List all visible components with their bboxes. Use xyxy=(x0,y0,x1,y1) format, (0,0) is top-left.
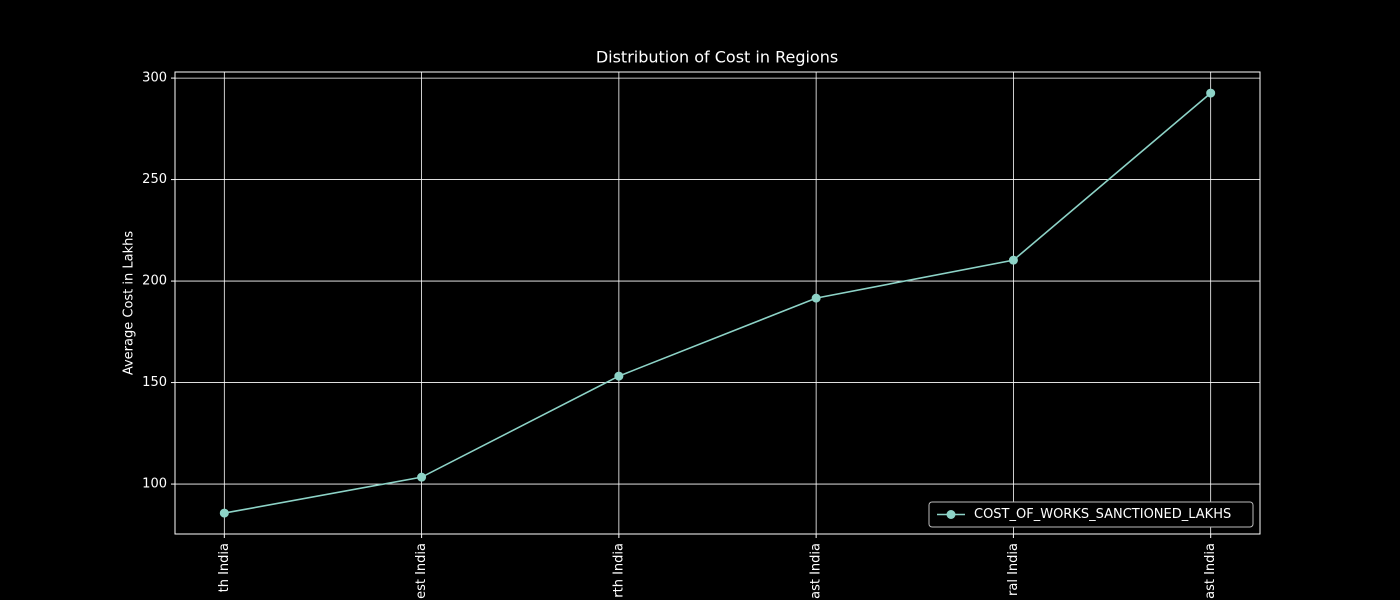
point xyxy=(219,508,229,518)
y-tick-label: 200 xyxy=(142,274,167,289)
y-axis-label: Average Cost in Lakhs xyxy=(122,231,137,376)
point xyxy=(811,293,821,303)
legend-box xyxy=(928,501,1254,528)
point xyxy=(614,371,624,381)
point xyxy=(1206,88,1216,98)
legend-label: COST_OF_WORKS_SANCTIONED_LAKHS xyxy=(974,507,1231,522)
chart-title: Distribution of Cost in Regions xyxy=(596,48,838,67)
point xyxy=(1008,255,1018,265)
x-tick-label: est India xyxy=(414,543,429,599)
line xyxy=(224,92,1212,514)
y-tick-label: 250 xyxy=(142,172,167,187)
x-tick-label: th India xyxy=(217,543,232,592)
y-tick-label: 100 xyxy=(142,477,167,492)
x-tick-label: rth India xyxy=(611,543,626,598)
x-tick-label: ast India xyxy=(809,543,824,599)
y-tick-label: 300 xyxy=(142,71,167,86)
legend-marker xyxy=(946,510,956,519)
legend: COST_OF_WORKS_SANCTIONED_LAKHS xyxy=(928,501,1254,528)
point xyxy=(417,472,427,482)
y-tick-label: 150 xyxy=(142,375,167,390)
plot-frame xyxy=(174,71,1261,535)
x-tick-label: ast India xyxy=(1203,543,1218,599)
x-tick-label: ral India xyxy=(1006,543,1021,596)
